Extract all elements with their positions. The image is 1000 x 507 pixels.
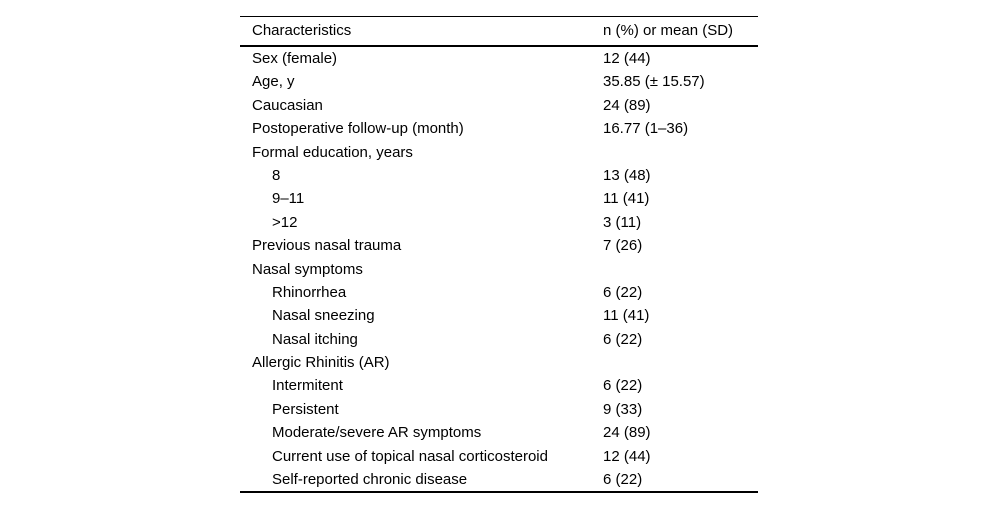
row-label: Current use of topical nasal corticoster… <box>272 447 548 465</box>
table-bottom-rule <box>240 491 758 494</box>
row-label: >12 <box>272 213 298 231</box>
row-value: 11 (41) <box>603 307 650 325</box>
column-header-values: n (%) or mean (SD) <box>603 22 734 39</box>
row-label: 9–11 <box>272 190 305 208</box>
table-row: Postoperative follow-up (month) 16.77 (1… <box>240 117 758 140</box>
table-body: Sex (female) 12 (44) Age, y 35.85 (± 15.… <box>240 47 758 491</box>
row-value: 24 (89) <box>603 96 651 114</box>
row-label: Formal education, years <box>252 143 413 161</box>
column-header-characteristics: Characteristics <box>252 22 352 39</box>
table-row: Moderate/severe AR symptoms 24 (89) <box>240 421 758 444</box>
row-value: 13 (48) <box>603 166 651 184</box>
table-row: Allergic Rhinitis (AR) <box>240 351 758 374</box>
table-row: Self-reported chronic disease 6 (22) <box>240 468 758 491</box>
table-row: Rhinorrhea 6 (22) <box>240 281 758 304</box>
table-header-rule <box>240 45 758 47</box>
table-row: 8 13 (48) <box>240 164 758 187</box>
row-label: Intermitent <box>272 377 343 395</box>
table-row: 9–11 11 (41) <box>240 187 758 210</box>
table-row: Caucasian 24 (89) <box>240 94 758 117</box>
row-label: Caucasian <box>252 96 323 114</box>
row-label: Previous nasal trauma <box>252 237 402 255</box>
row-value: 24 (89) <box>603 424 651 442</box>
table-row: Nasal symptoms <box>240 258 758 281</box>
table-row: Sex (female) 12 (44) <box>240 47 758 70</box>
table-row: Current use of topical nasal corticoster… <box>240 445 758 468</box>
row-value: 16.77 (1–36) <box>603 120 689 138</box>
table-row: Previous nasal trauma 7 (26) <box>240 234 758 257</box>
row-value: 6 (22) <box>603 471 643 489</box>
table-row: Persistent 9 (33) <box>240 398 758 421</box>
row-label: Sex (female) <box>252 50 338 67</box>
table-row: Nasal sneezing 11 (41) <box>240 304 758 327</box>
row-value: 11 (41) <box>603 190 650 208</box>
row-value: 9 (33) <box>603 400 643 418</box>
row-value: 6 (22) <box>603 283 643 301</box>
table-row: Intermitent 6 (22) <box>240 374 758 397</box>
table-row: >12 3 (11) <box>240 211 758 234</box>
row-label: Age, y <box>252 73 295 91</box>
row-value: 3 (11) <box>603 213 642 231</box>
row-label: Postoperative follow-up (month) <box>252 120 464 138</box>
row-value: 6 (22) <box>603 330 643 348</box>
row-value: 35.85 (± 15.57) <box>603 73 705 91</box>
row-value: 7 (26) <box>603 237 643 255</box>
row-label: Self-reported chronic disease <box>272 471 468 489</box>
row-label: 8 <box>272 166 281 184</box>
row-value: 12 (44) <box>603 50 651 67</box>
row-label: Nasal sneezing <box>272 307 375 325</box>
row-label: Moderate/severe AR symptoms <box>272 424 482 442</box>
table-top-rule <box>240 16 758 17</box>
table-row: Nasal itching 6 (22) <box>240 328 758 351</box>
table-header-row: Characteristics n (%) or mean (SD) <box>240 17 758 45</box>
row-value: 12 (44) <box>603 447 651 465</box>
row-value: 6 (22) <box>603 377 643 395</box>
row-label: Nasal itching <box>272 330 358 348</box>
table-row: Formal education, years <box>240 141 758 164</box>
row-label: Rhinorrhea <box>272 283 347 301</box>
row-label: Nasal symptoms <box>252 260 363 278</box>
row-label: Persistent <box>272 400 339 418</box>
row-label: Allergic Rhinitis (AR) <box>252 354 390 372</box>
characteristics-table: Characteristics n (%) or mean (SD) Sex (… <box>240 16 758 494</box>
table-row: Age, y 35.85 (± 15.57) <box>240 70 758 93</box>
